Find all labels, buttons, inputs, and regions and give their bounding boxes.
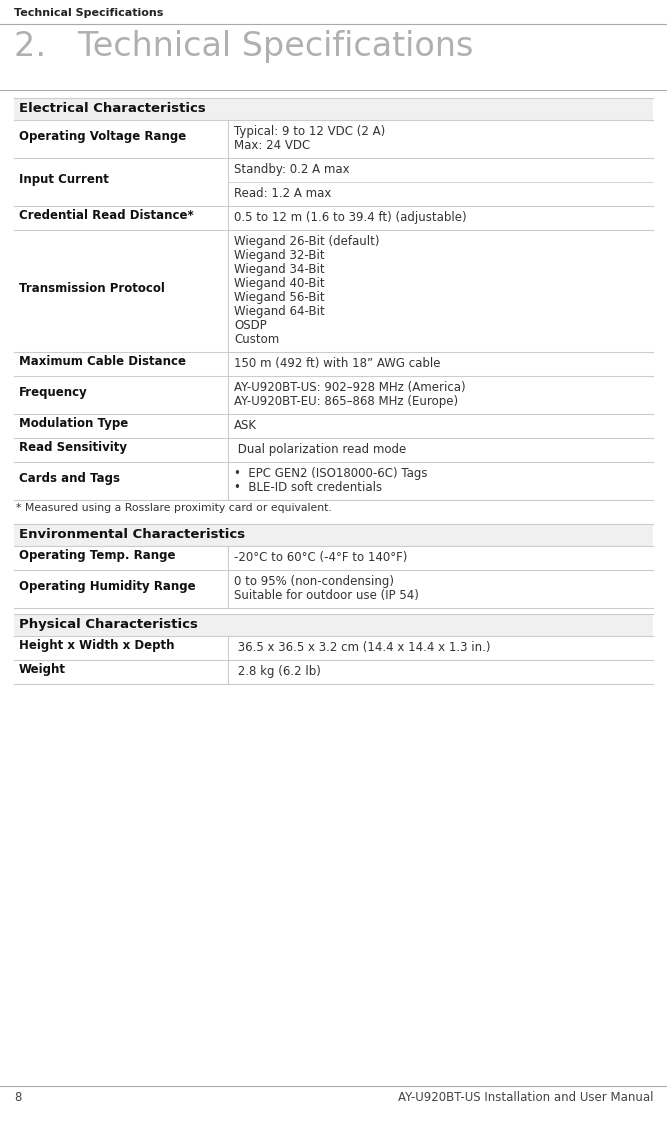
Text: AY-U920BT-US: 902–928 MHz (America): AY-U920BT-US: 902–928 MHz (America) [234,381,466,395]
Text: OSDP: OSDP [234,319,267,332]
Text: Wiegand 56-Bit: Wiegand 56-Bit [234,291,325,303]
Text: AY-U920BT-EU: 865–868 MHz (Europe): AY-U920BT-EU: 865–868 MHz (Europe) [234,395,458,408]
Text: Wiegand 26-Bit (default): Wiegand 26-Bit (default) [234,235,380,248]
Text: 8: 8 [14,1091,21,1104]
Text: Operating Voltage Range: Operating Voltage Range [19,129,186,143]
Text: Technical Specifications: Technical Specifications [14,8,163,18]
Text: Dual polarization read mode: Dual polarization read mode [234,443,406,456]
Text: 2.   Technical Specifications: 2. Technical Specifications [14,30,474,63]
Text: 36.5 x 36.5 x 3.2 cm (14.4 x 14.4 x 1.3 in.): 36.5 x 36.5 x 3.2 cm (14.4 x 14.4 x 1.3 … [234,641,490,654]
Text: Read: 1.2 A max: Read: 1.2 A max [234,187,331,200]
Text: 0 to 95% (non-condensing): 0 to 95% (non-condensing) [234,575,394,588]
Text: ASK: ASK [234,419,257,432]
Text: •  BLE-ID soft credentials: • BLE-ID soft credentials [234,481,382,495]
Text: Modulation Type: Modulation Type [19,417,128,429]
Text: Wiegand 32-Bit: Wiegand 32-Bit [234,250,325,262]
Text: Wiegand 64-Bit: Wiegand 64-Bit [234,305,325,318]
Text: Transmission Protocol: Transmission Protocol [19,281,165,294]
Text: -20°C to 60°C (-4°F to 140°F): -20°C to 60°C (-4°F to 140°F) [234,551,408,564]
Text: Weight: Weight [19,662,66,676]
Text: AY-U920BT-US Installation and User Manual: AY-U920BT-US Installation and User Manua… [398,1091,653,1104]
Text: Suitable for outdoor use (IP 54): Suitable for outdoor use (IP 54) [234,589,419,602]
Text: 2.8 kg (6.2 lb): 2.8 kg (6.2 lb) [234,665,321,678]
Text: 150 m (492 ft) with 18” AWG cable: 150 m (492 ft) with 18” AWG cable [234,357,440,370]
Text: Physical Characteristics: Physical Characteristics [19,618,198,631]
Text: Typical: 9 to 12 VDC (2 A): Typical: 9 to 12 VDC (2 A) [234,125,386,138]
Text: Read Sensitivity: Read Sensitivity [19,441,127,453]
Text: Credential Read Distance*: Credential Read Distance* [19,209,193,221]
Text: Environmental Characteristics: Environmental Characteristics [19,528,245,541]
Text: •  EPC GEN2 (ISO18000-6C) Tags: • EPC GEN2 (ISO18000-6C) Tags [234,466,428,480]
Text: Standby: 0.2 A max: Standby: 0.2 A max [234,163,350,176]
Text: Wiegand 40-Bit: Wiegand 40-Bit [234,277,325,290]
Text: Height x Width x Depth: Height x Width x Depth [19,638,175,652]
Text: Electrical Characteristics: Electrical Characteristics [19,102,205,115]
Text: 0.5 to 12 m (1.6 to 39.4 ft) (adjustable): 0.5 to 12 m (1.6 to 39.4 ft) (adjustable… [234,211,467,224]
Text: Frequency: Frequency [19,386,88,399]
Text: Cards and Tags: Cards and Tags [19,472,120,484]
Text: Custom: Custom [234,333,279,346]
Text: Wiegand 34-Bit: Wiegand 34-Bit [234,263,325,277]
Text: * Measured using a Rosslare proximity card or equivalent.: * Measured using a Rosslare proximity ca… [16,504,331,513]
Text: Max: 24 VDC: Max: 24 VDC [234,139,310,152]
Text: Operating Temp. Range: Operating Temp. Range [19,549,175,562]
Text: Maximum Cable Distance: Maximum Cable Distance [19,354,186,368]
Text: Input Current: Input Current [19,172,109,185]
Text: Operating Humidity Range: Operating Humidity Range [19,580,195,592]
